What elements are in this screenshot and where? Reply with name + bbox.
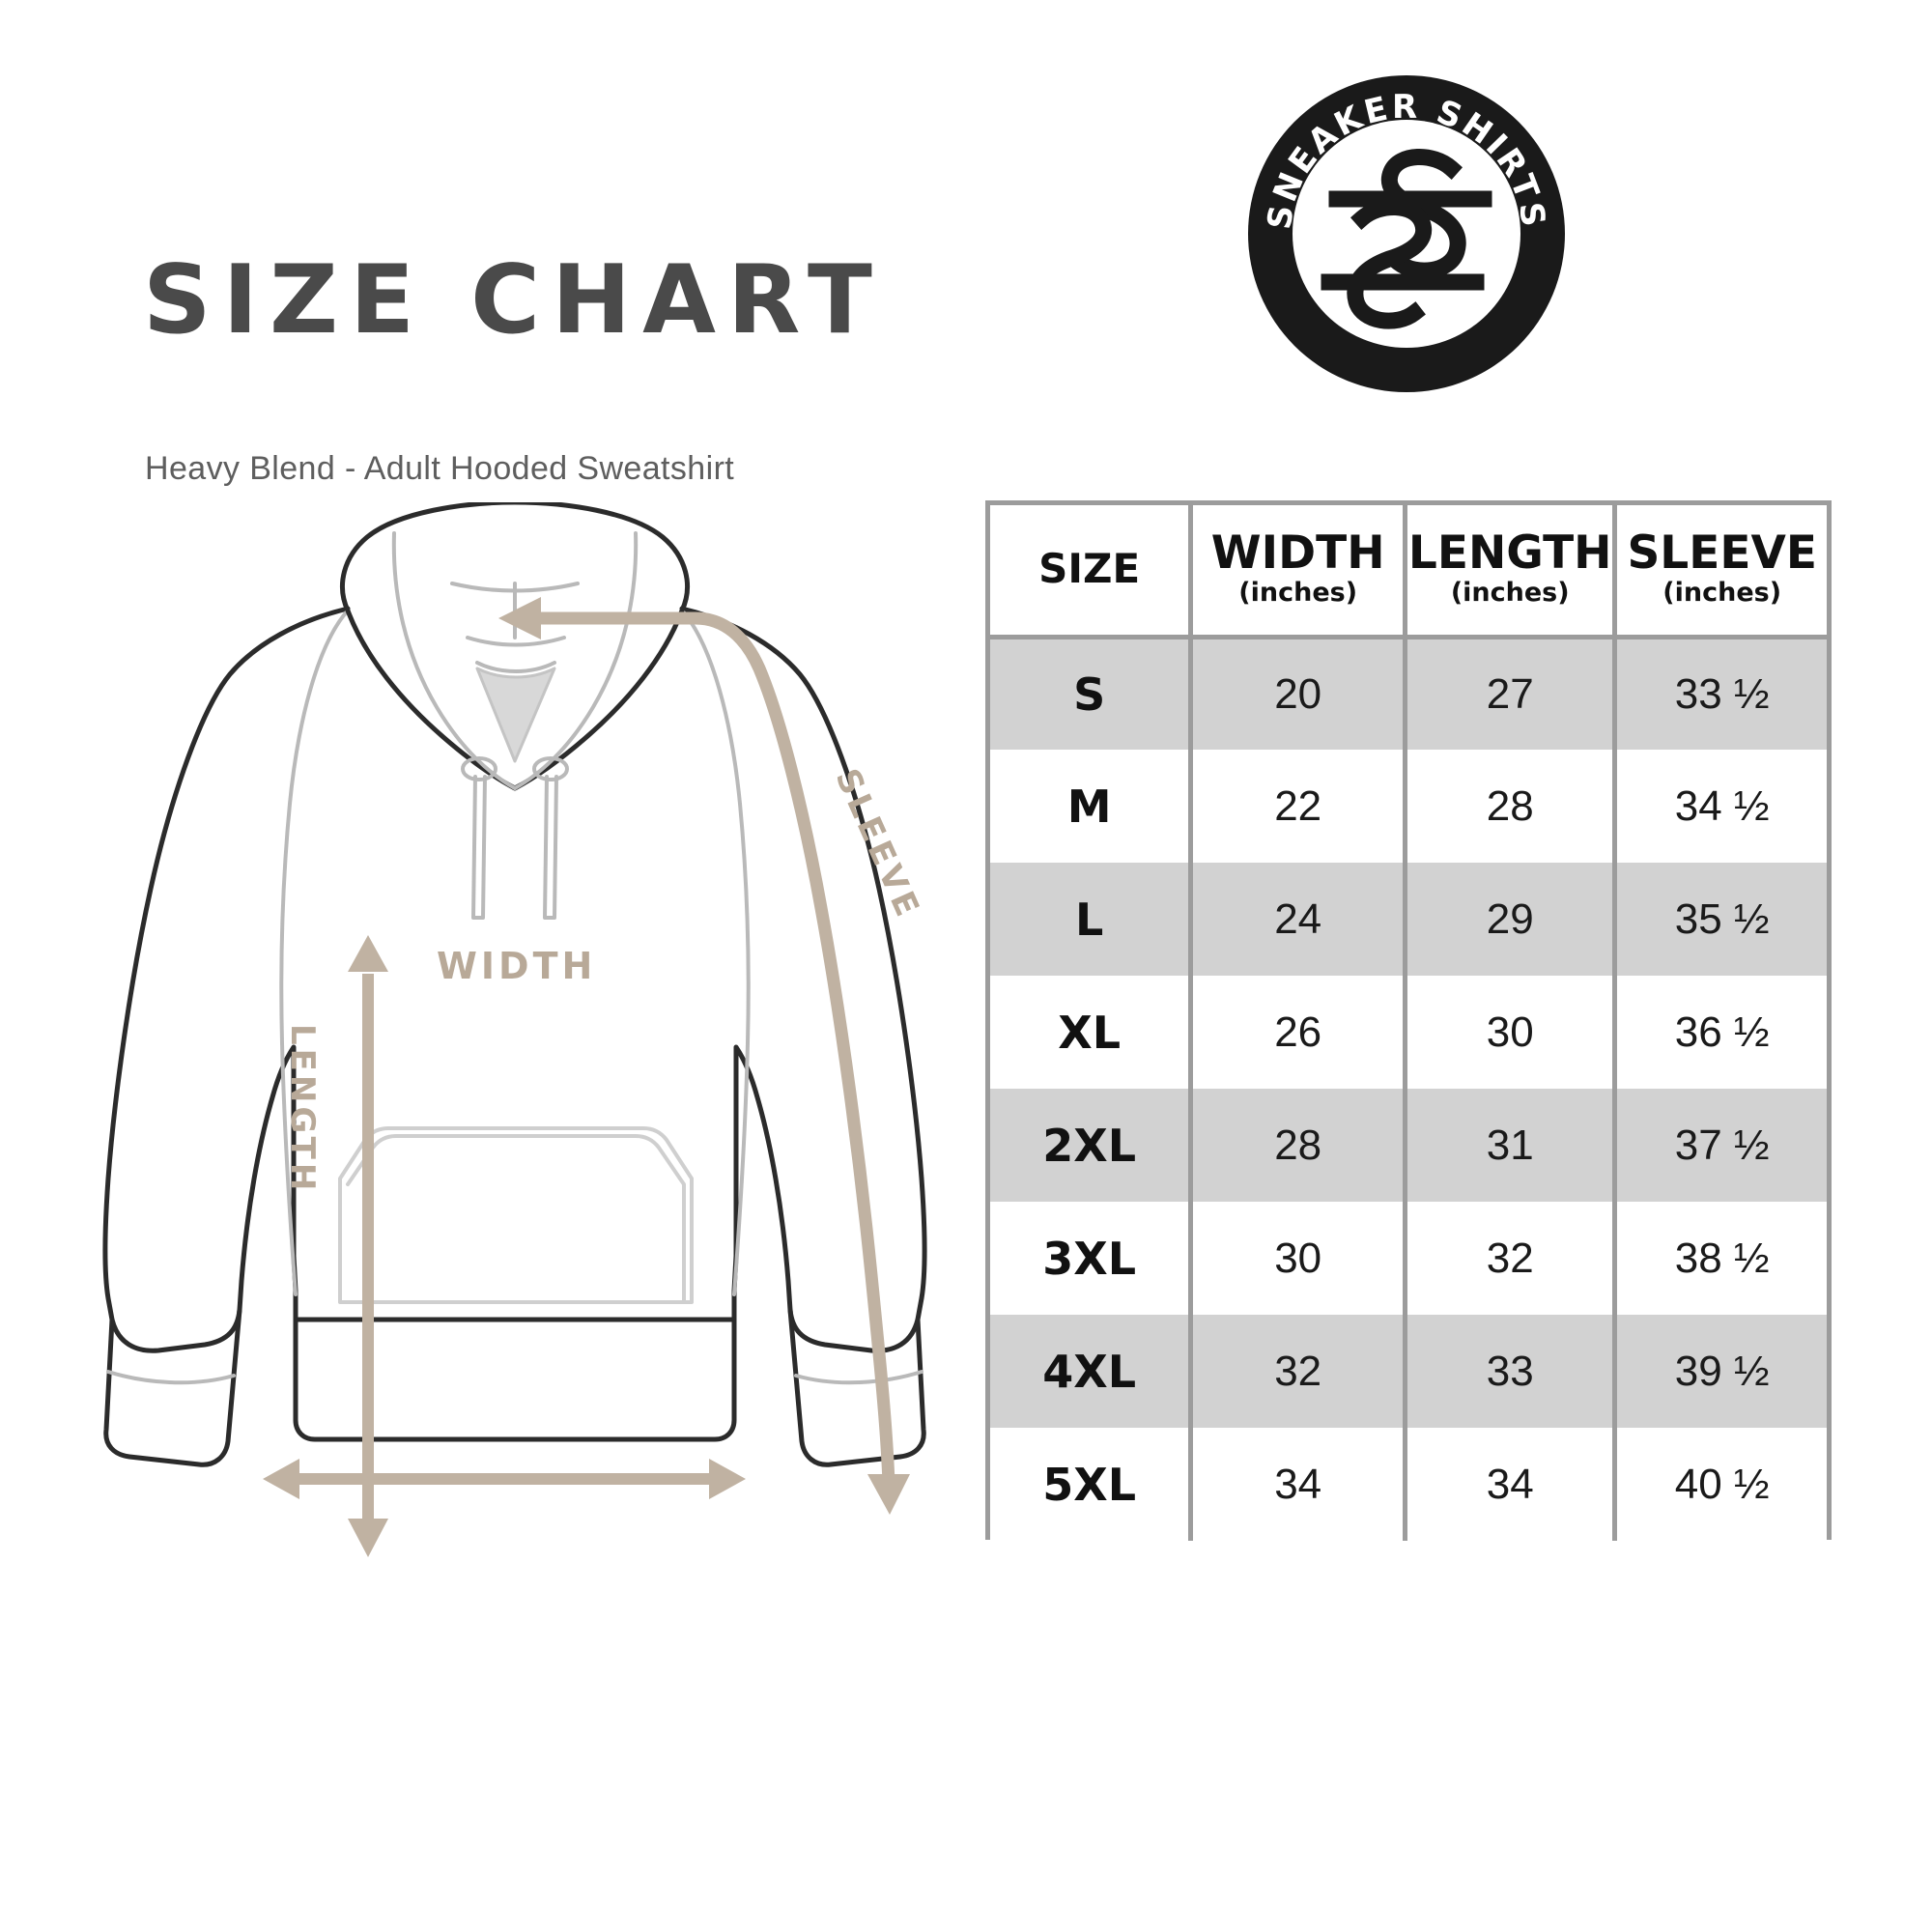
cell-length: 29 (1405, 863, 1618, 976)
column-header-sleeve-label: SLEEVE (1627, 526, 1817, 580)
table-row: M 22 28 34 ½ (990, 750, 1827, 863)
cell-length: 30 (1405, 976, 1618, 1089)
cell-size: 5XL (990, 1428, 1194, 1541)
cell-size: 3XL (990, 1202, 1194, 1315)
column-header-sleeve: SLEEVE (inches) (1614, 505, 1827, 639)
table-row: XL 26 30 36 ½ (990, 976, 1827, 1089)
cell-width: 32 (1190, 1315, 1408, 1428)
column-header-length-label: LENGTH (1407, 526, 1612, 580)
cell-width: 22 (1190, 750, 1408, 863)
column-header-size-label: SIZE (1038, 545, 1141, 593)
column-header-length-units: (inches) (1450, 577, 1570, 608)
table-row: 3XL 30 32 38 ½ (990, 1202, 1827, 1315)
column-header-length: LENGTH (inches) (1405, 505, 1618, 639)
cell-sleeve: 35 ½ (1614, 863, 1827, 976)
cell-size: M (990, 750, 1194, 863)
cell-length: 28 (1405, 750, 1618, 863)
column-header-sleeve-units: (inches) (1662, 577, 1782, 608)
table-row: 2XL 28 31 37 ½ (990, 1089, 1827, 1202)
page-subtitle: Heavy Blend - Adult Hooded Sweatshirt (145, 450, 735, 487)
cell-size: XL (990, 976, 1194, 1089)
measurement-arrows (263, 935, 746, 1536)
cell-size: S (990, 637, 1194, 750)
table-row: S 20 27 33 ½ (990, 637, 1827, 750)
cell-sleeve: 38 ½ (1614, 1202, 1827, 1315)
hoodie-illustration (58, 502, 966, 1555)
width-measure-label: WIDTH (437, 945, 597, 987)
cell-sleeve: 40 ½ (1614, 1428, 1827, 1541)
cell-length: 33 (1405, 1315, 1618, 1428)
cell-sleeve: 36 ½ (1614, 976, 1827, 1089)
length-measure-label: LENGTH (283, 1024, 322, 1195)
cell-length: 34 (1405, 1428, 1618, 1541)
cell-width: 28 (1190, 1089, 1408, 1202)
column-header-width-units: (inches) (1238, 577, 1358, 608)
logo-monogram-icon (1321, 149, 1492, 329)
column-header-width-label: WIDTH (1210, 526, 1385, 580)
column-header-width: WIDTH (inches) (1190, 505, 1408, 639)
cell-sleeve: 34 ½ (1614, 750, 1827, 863)
cell-length: 32 (1405, 1202, 1618, 1315)
cell-size: 2XL (990, 1089, 1194, 1202)
cell-length: 27 (1405, 637, 1618, 750)
cell-sleeve: 39 ½ (1614, 1315, 1827, 1428)
cell-sleeve: 33 ½ (1614, 637, 1827, 750)
cell-size: 4XL (990, 1315, 1194, 1428)
table-row: 5XL 34 34 40 ½ (990, 1428, 1827, 1541)
cell-width: 34 (1190, 1428, 1408, 1541)
cell-width: 26 (1190, 976, 1408, 1089)
cell-length: 31 (1405, 1089, 1618, 1202)
cell-width: 30 (1190, 1202, 1408, 1315)
cell-size: L (990, 863, 1194, 976)
cell-width: 24 (1190, 863, 1408, 976)
column-header-size: SIZE (990, 505, 1194, 639)
brand-logo: SNEAKER SHIRTS OUTLET.COM (1244, 71, 1569, 396)
cell-width: 20 (1190, 637, 1408, 750)
table-row: L 24 29 35 ½ (990, 863, 1827, 976)
table-row: 4XL 32 33 39 ½ (990, 1315, 1827, 1428)
table-header-row: SIZE WIDTH (inches) LENGTH (inches) SLEE… (990, 505, 1827, 639)
page-title: SIZE CHART (143, 245, 884, 355)
cell-sleeve: 37 ½ (1614, 1089, 1827, 1202)
size-table: SIZE WIDTH (inches) LENGTH (inches) SLEE… (985, 500, 1832, 1541)
